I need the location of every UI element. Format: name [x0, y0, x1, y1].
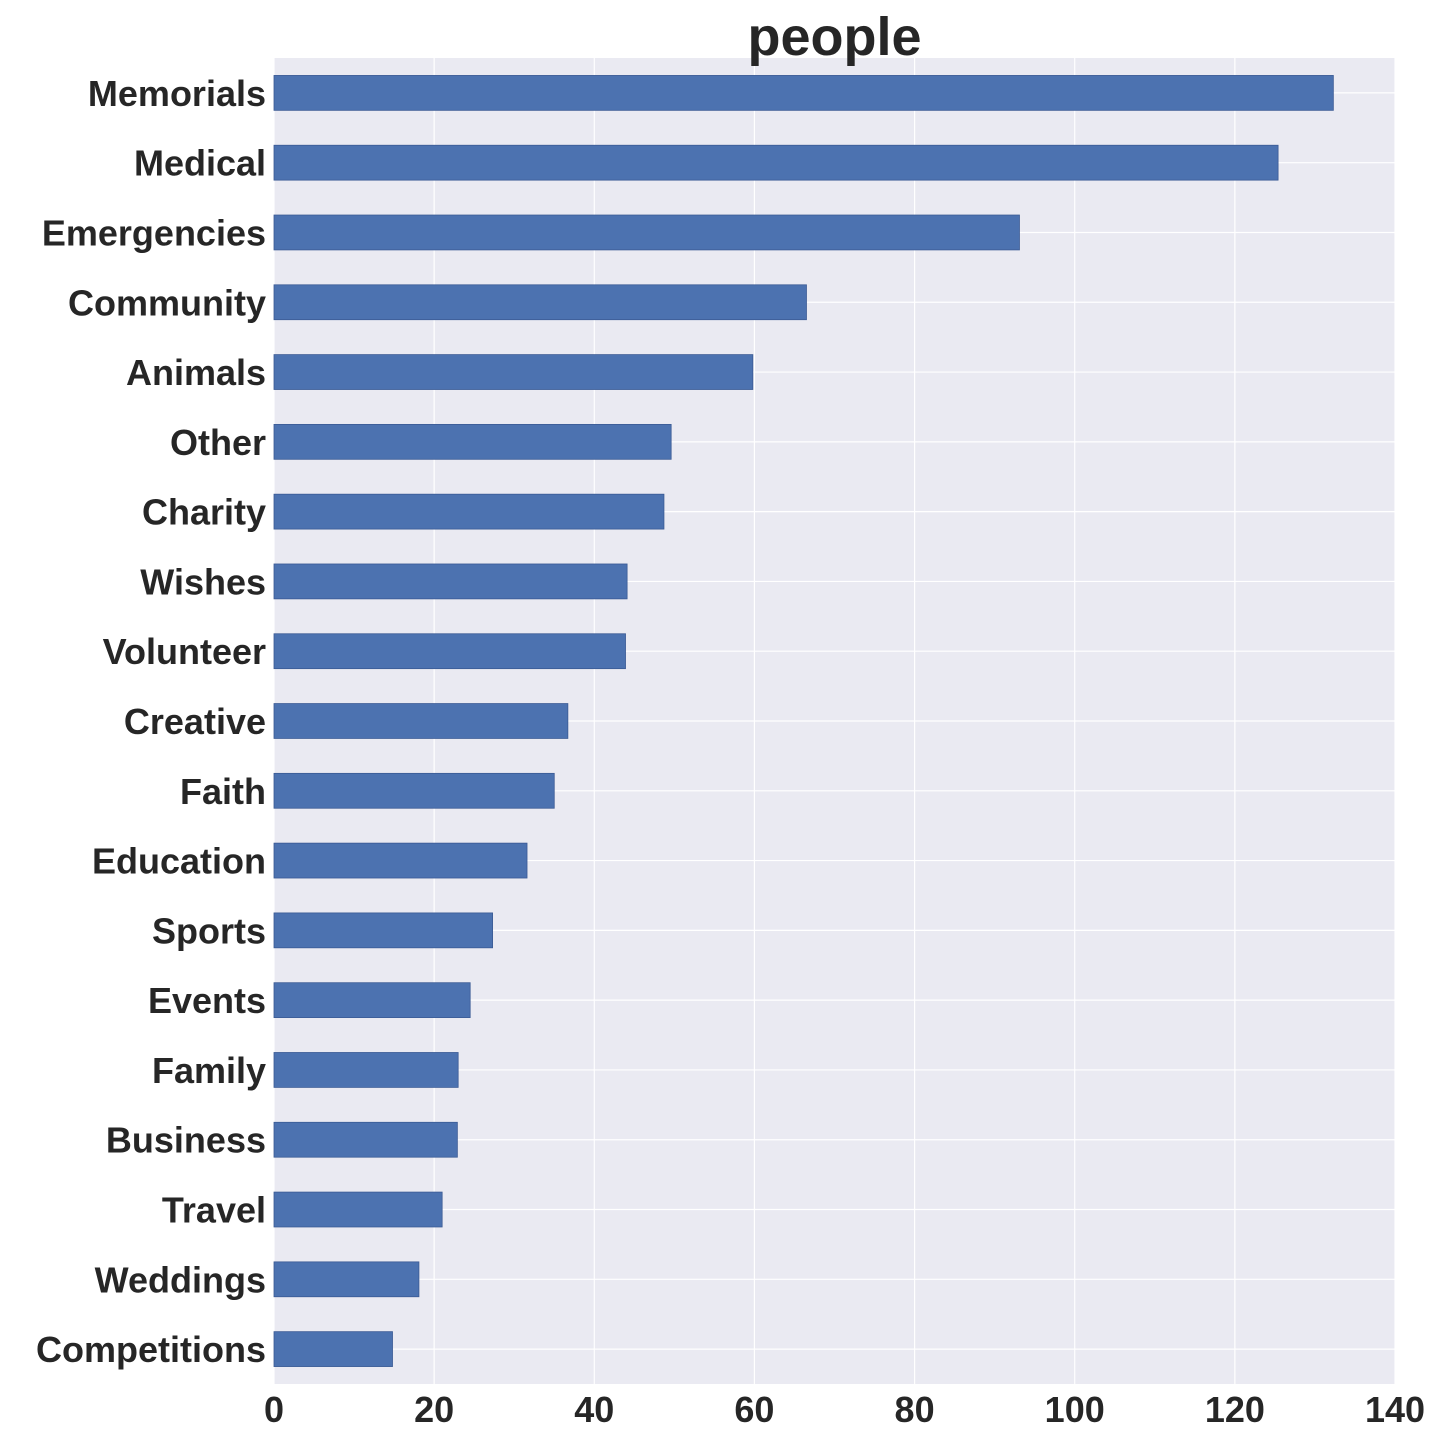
bar — [273, 284, 807, 321]
category-label: Animals — [126, 352, 266, 393]
category-label: Other — [170, 422, 266, 463]
bar — [273, 493, 665, 530]
category-label: Medical — [134, 143, 266, 184]
category-labels: Memorials Medical Emergencies Community Anim… — [36, 73, 266, 1370]
bar — [273, 563, 628, 600]
x-tick-label: 100 — [1045, 1389, 1105, 1430]
x-tick-label: 120 — [1205, 1389, 1265, 1430]
category-label: Sports — [152, 910, 266, 951]
category-label: Wishes — [140, 561, 266, 602]
x-tick-label: 140 — [1365, 1389, 1425, 1430]
bar — [273, 842, 528, 879]
bar — [273, 1331, 393, 1367]
bar — [273, 423, 672, 460]
category-label: Faith — [180, 771, 266, 812]
bar — [273, 75, 1334, 111]
bar — [273, 144, 1279, 181]
bar — [273, 214, 1020, 251]
x-tick-label: 80 — [895, 1389, 935, 1430]
x-tick-labels: 0 20 40 60 80 100 120 140 — [264, 1389, 1425, 1430]
category-label: Education — [92, 841, 266, 882]
bar — [273, 912, 493, 949]
category-label: Memorials — [88, 73, 266, 114]
bar — [273, 982, 471, 1019]
category-label: Travel — [162, 1190, 266, 1231]
x-tick-label: 0 — [264, 1389, 284, 1430]
x-tick-label: 40 — [574, 1389, 614, 1430]
category-label: Weddings — [95, 1259, 266, 1300]
bar — [273, 772, 555, 809]
bar — [273, 1261, 420, 1298]
x-tick-label: 20 — [414, 1389, 454, 1430]
bar — [273, 1191, 443, 1228]
category-label: Charity — [142, 492, 266, 533]
category-label: Emergencies — [42, 212, 266, 253]
bar — [273, 1121, 458, 1158]
chart-title: people — [747, 7, 921, 67]
category-label: Family — [152, 1050, 266, 1091]
category-label: Community — [68, 282, 266, 323]
bar — [273, 1052, 459, 1088]
category-label: Business — [106, 1120, 266, 1161]
x-tick-label: 60 — [734, 1389, 774, 1430]
bars — [273, 75, 1334, 1367]
bar — [273, 354, 754, 390]
bar — [273, 633, 626, 670]
bar — [273, 703, 569, 739]
category-label: Creative — [124, 701, 266, 742]
category-label: Volunteer — [103, 631, 266, 672]
category-label: Events — [148, 980, 266, 1021]
category-label: Competitions — [36, 1329, 266, 1370]
